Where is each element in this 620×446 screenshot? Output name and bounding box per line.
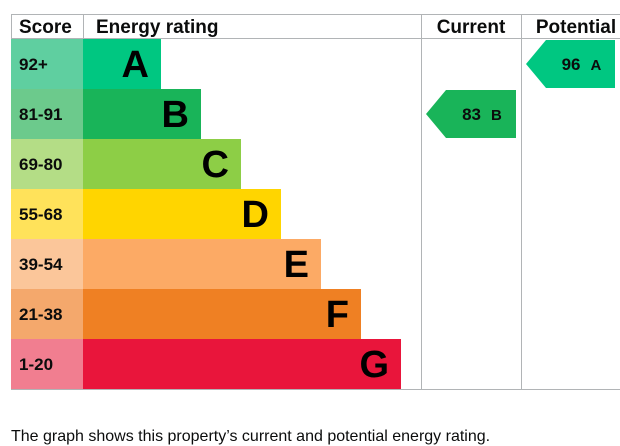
rating-letter-g: G [359,344,389,386]
energy-rating-header: Energy rating [96,17,218,38]
score-label-f: 21-38 [19,305,62,324]
chart-caption: The graph shows this property’s current … [11,428,491,445]
current-header: Current [437,17,506,38]
score-label-e: 39-54 [19,255,63,274]
rating-bar-g [83,339,401,389]
score-header: Score [19,17,72,38]
score-cell-e [11,239,83,289]
rating-bar-a [83,39,161,89]
score-label-b: 81-91 [19,105,62,124]
score-label-a: 92+ [19,55,48,74]
band-c: 69-80 C [11,139,241,189]
rating-letter-d: D [242,194,269,236]
potential-rating-arrow-letter: A [591,57,602,74]
band-d: 55-68 D [11,189,281,239]
rating-bar-f [83,289,361,339]
band-e: 39-54 E [11,239,321,289]
score-label-g: 1-20 [19,355,53,374]
rating-bands: 92+ A 81-91 B 69-80 C 55-68 D 39-54 E 21-38 F 1-20 G [11,39,401,389]
rating-letter-e: E [284,244,309,286]
rating-letter-f: F [326,294,349,336]
score-cell-b [11,89,83,139]
current-rating-arrow: 83 B [426,90,516,138]
current-rating-arrow-shape [426,90,516,138]
rating-letter-b: B [162,94,189,136]
rating-bar-b [83,89,201,139]
score-cell-f [11,289,83,339]
current-rating-arrow-value: 83 [462,105,481,124]
column-headers: Score Energy rating Current Potential [19,17,616,38]
band-g: 1-20 G [11,339,401,389]
rating-bar-d [83,189,281,239]
score-label-c: 69-80 [19,155,62,174]
current-rating-arrow-letter: B [491,107,502,124]
band-a: 92+ A [11,39,161,89]
band-f: 21-38 F [11,289,361,339]
score-cell-a [11,39,83,89]
score-cell-d [11,189,83,239]
potential-rating-arrow-value: 96 [562,55,581,74]
potential-rating-arrow: 96 A [526,40,615,88]
potential-header: Potential [536,17,616,38]
band-b: 81-91 B [11,89,201,139]
score-cell-c [11,139,83,189]
rating-bar-c [83,139,241,189]
rating-letter-a: A [122,44,149,86]
rating-arrows: 83 B 96 A [426,40,615,138]
score-cell-g [11,339,83,389]
rating-letter-c: C [202,144,229,186]
potential-rating-arrow-shape [526,40,615,88]
score-label-d: 55-68 [19,205,62,224]
rating-bar-e [83,239,321,289]
